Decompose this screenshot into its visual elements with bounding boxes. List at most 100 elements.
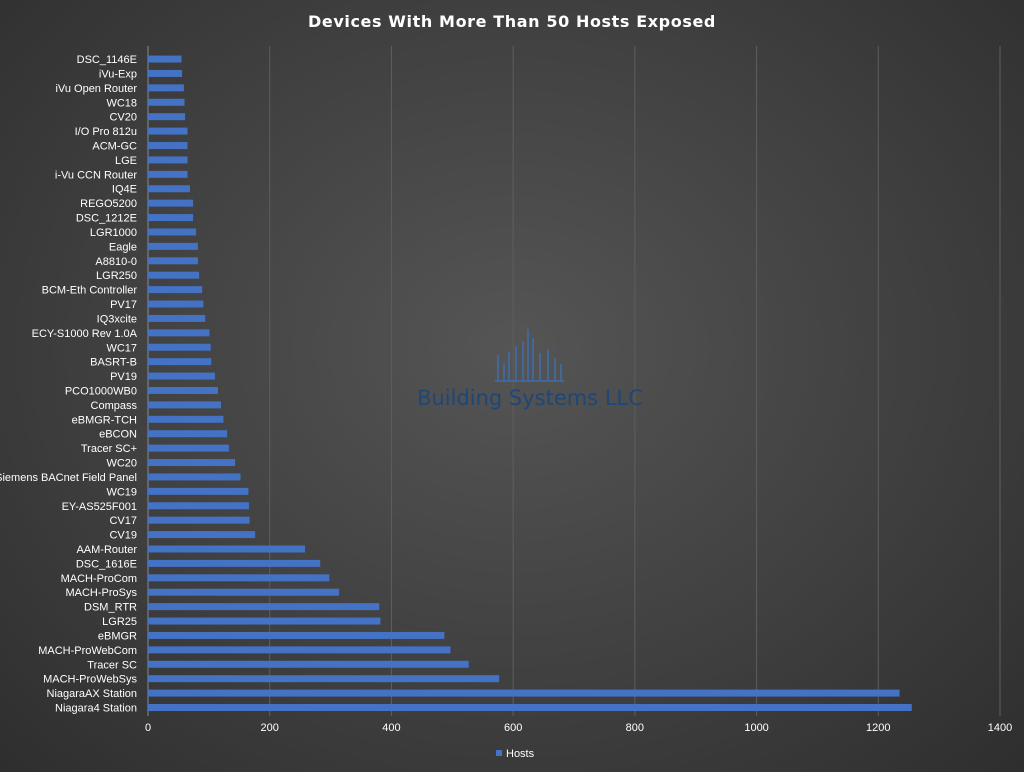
category-label: CV17 — [109, 515, 137, 527]
category-label: DSC_1146E — [77, 54, 137, 66]
watermark-logo: Building Systems LLC — [417, 329, 643, 410]
category-label: MACH-ProWebSys — [43, 674, 137, 686]
bar — [148, 459, 236, 467]
category-label: WC19 — [106, 486, 137, 498]
bar — [148, 98, 185, 106]
bar — [148, 170, 188, 178]
category-label: eBMGR-TCH — [72, 414, 137, 426]
category-label: Siemens BACnet Field Panel — [0, 472, 137, 484]
bar — [148, 300, 204, 308]
category-label: DSM_RTR — [84, 602, 137, 614]
bar — [148, 242, 198, 250]
category-label: REGO5200 — [80, 198, 137, 210]
bar — [148, 127, 188, 135]
category-label: LGE — [115, 155, 137, 167]
category-labels: Niagara4 Station NiagaraAX Station MACH-Pr… — [0, 54, 138, 714]
x-tick-label: 1200 — [866, 722, 890, 734]
bar — [148, 84, 184, 92]
category-label: Compass — [91, 400, 138, 412]
bar — [148, 617, 381, 625]
category-label: MACH-ProWebCom — [38, 645, 137, 657]
bar — [148, 257, 198, 265]
bar — [148, 559, 321, 567]
category-label: EY-AS525F001 — [62, 501, 137, 513]
category-label: eBMGR — [98, 630, 137, 642]
category-label: LGR250 — [96, 270, 137, 282]
chart-title: Devices With More Than 50 Hosts Exposed — [308, 12, 716, 31]
bar — [148, 660, 469, 668]
bar — [148, 214, 194, 222]
category-label: Tracer SC+ — [81, 443, 137, 455]
category-label: CV20 — [109, 112, 137, 124]
bar — [148, 55, 182, 63]
x-tick-label: 600 — [504, 722, 522, 734]
category-label: IQ4E — [112, 184, 137, 196]
bar — [148, 358, 212, 366]
category-label: IQ3xcite — [97, 313, 137, 325]
x-tick-label: 1400 — [988, 722, 1012, 734]
category-label: ECY-S1000 Rev 1.0A — [32, 328, 138, 340]
category-label: WC17 — [106, 342, 137, 354]
category-label: A8810-0 — [95, 256, 137, 268]
bar — [148, 113, 186, 121]
category-label: DSC_1616E — [76, 558, 137, 570]
bar — [148, 689, 900, 697]
watermark-text: Building Systems LLC — [417, 386, 643, 410]
category-label: WC20 — [106, 458, 137, 470]
category-label: iVu-Exp — [99, 68, 137, 80]
legend-swatch-hosts — [496, 750, 502, 756]
category-label: WC18 — [106, 97, 137, 109]
bar — [148, 675, 500, 683]
bar — [148, 473, 241, 481]
bar — [148, 401, 222, 409]
category-label: PCO1000WB0 — [65, 385, 137, 397]
bar — [148, 372, 215, 380]
skyline-icon — [495, 329, 564, 382]
category-label: BCM-Eth Controller — [42, 285, 138, 297]
bar — [148, 343, 211, 351]
legend-label-hosts: Hosts — [506, 748, 535, 760]
bar — [148, 704, 912, 711]
bar — [148, 286, 203, 294]
category-label: DSC_1212E — [76, 213, 137, 225]
category-label: CV19 — [109, 530, 137, 542]
bar — [148, 588, 340, 596]
x-tick-label: 800 — [626, 722, 644, 734]
category-label: BASRT-B — [90, 357, 137, 369]
x-tick-label: 200 — [261, 722, 279, 734]
bar — [148, 444, 229, 452]
bar — [148, 545, 306, 553]
bar — [148, 646, 451, 654]
bar — [148, 531, 256, 539]
category-label: LGR1000 — [90, 227, 137, 239]
category-label: ACM-GC — [92, 141, 137, 153]
x-tick-label: 1000 — [744, 722, 768, 734]
x-axis-tick-labels: 0 200 400 600 800 1000 1200 1400 — [145, 722, 1012, 734]
category-label: AAM-Router — [76, 544, 137, 556]
bar — [148, 430, 228, 438]
category-label: PV17 — [110, 299, 137, 311]
category-label: MACH-ProCom — [61, 573, 137, 585]
bar — [148, 631, 445, 639]
bar — [148, 314, 206, 322]
bar — [148, 329, 210, 337]
bar — [148, 603, 380, 611]
x-tick-label: 400 — [382, 722, 400, 734]
bar — [148, 142, 188, 150]
gridlines — [147, 46, 1001, 716]
bar — [148, 415, 224, 423]
category-label: Eagle — [109, 241, 137, 253]
bar — [148, 156, 188, 164]
category-label: eBCON — [99, 429, 137, 441]
category-label: iVu Open Router — [55, 83, 137, 95]
category-label: NiagaraAX Station — [47, 688, 138, 700]
bar — [148, 502, 250, 510]
category-label: PV19 — [110, 371, 137, 383]
legend: Hosts — [496, 748, 535, 760]
category-label: Tracer SC — [87, 659, 137, 671]
bar-series-hosts — [148, 55, 912, 711]
bar — [148, 487, 249, 495]
bar — [148, 271, 200, 279]
x-tick-label: 0 — [145, 722, 151, 734]
